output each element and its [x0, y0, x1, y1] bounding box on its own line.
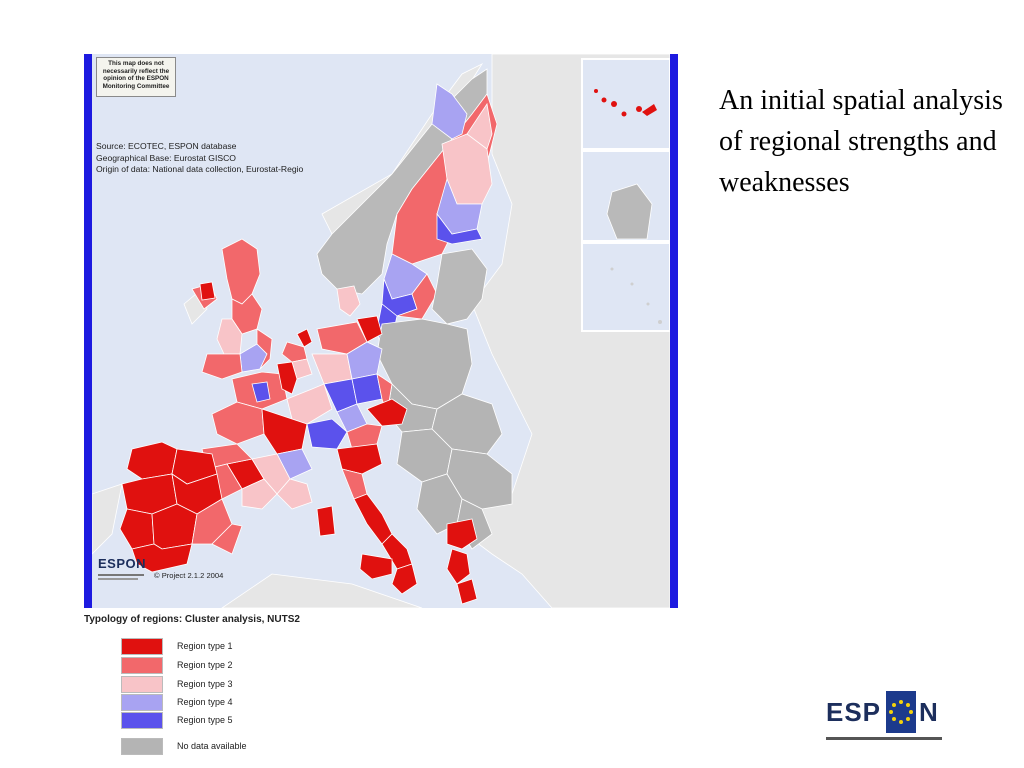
small-logo-rule [98, 578, 138, 580]
legend-label: No data available [177, 741, 247, 751]
region-baltics [431, 248, 488, 325]
legend-title: Typology of regions: Cluster analysis, N… [84, 614, 300, 625]
legend-swatch [121, 638, 163, 655]
region-greece [446, 518, 478, 605]
legend-item: Region type 3 [121, 676, 381, 694]
map-border-right [670, 54, 678, 608]
legend-item: Region type 1 [121, 638, 381, 656]
small-logo-rule [98, 574, 144, 576]
espon-small-logo: ESPON [98, 556, 148, 594]
legend-swatch [121, 694, 163, 711]
region-italy [316, 443, 418, 595]
logo-letter-n: N [919, 697, 938, 727]
origin-line: Origin of data: National data collection… [96, 164, 304, 174]
source-line: Source: ECOTEC, ESPON database [96, 141, 237, 151]
region-germany [311, 315, 393, 433]
region-uk [191, 238, 273, 380]
map-insets [581, 58, 670, 332]
legend-label: Region type 3 [177, 679, 233, 689]
logo-letters-esp: ESP [826, 697, 881, 727]
legend-item: Region type 5 [121, 712, 381, 730]
map-source-text: Source: ECOTEC, ESPON database Geographi… [96, 141, 303, 176]
region-denmark [336, 285, 361, 317]
legend-swatch [121, 712, 163, 729]
region-finland [431, 83, 493, 245]
inset-guyane [606, 183, 653, 240]
logo-star-ring-icon [889, 700, 913, 724]
legend-label: Region type 2 [177, 660, 233, 670]
slide-heading: An initial spatial analysis of regional … [719, 85, 1003, 198]
region-alps [306, 398, 408, 450]
map-frame [84, 54, 678, 608]
map-disclaimer: This map does not necessarily reflect th… [96, 57, 176, 97]
legend-swatch [121, 657, 163, 674]
map-copyright: © Project 2.1.2 2004 [154, 571, 224, 580]
inset-small-islands [610, 267, 662, 324]
legend-swatch [121, 676, 163, 693]
espon-logo: ESP N [820, 683, 948, 745]
europe-map [92, 54, 670, 608]
legend-label: Region type 4 [177, 697, 233, 707]
geographical-base-line: Geographical Base: Eurostat GISCO [96, 152, 236, 163]
logo-tagline-rule [826, 737, 942, 740]
region-eastern-europe [376, 318, 513, 550]
inset-islands [594, 89, 657, 117]
region-benelux [281, 328, 313, 380]
legend-item: Region type 4 [121, 694, 381, 712]
small-logo-word: ESPON [98, 556, 147, 571]
legend-item: No data available [121, 738, 381, 756]
legend-swatch [121, 738, 163, 755]
map-border-left [84, 54, 92, 608]
region-iberia [119, 441, 243, 573]
legend-item: Region type 2 [121, 657, 381, 675]
legend-label: Region type 1 [177, 641, 233, 651]
legend-label: Region type 5 [177, 715, 233, 725]
